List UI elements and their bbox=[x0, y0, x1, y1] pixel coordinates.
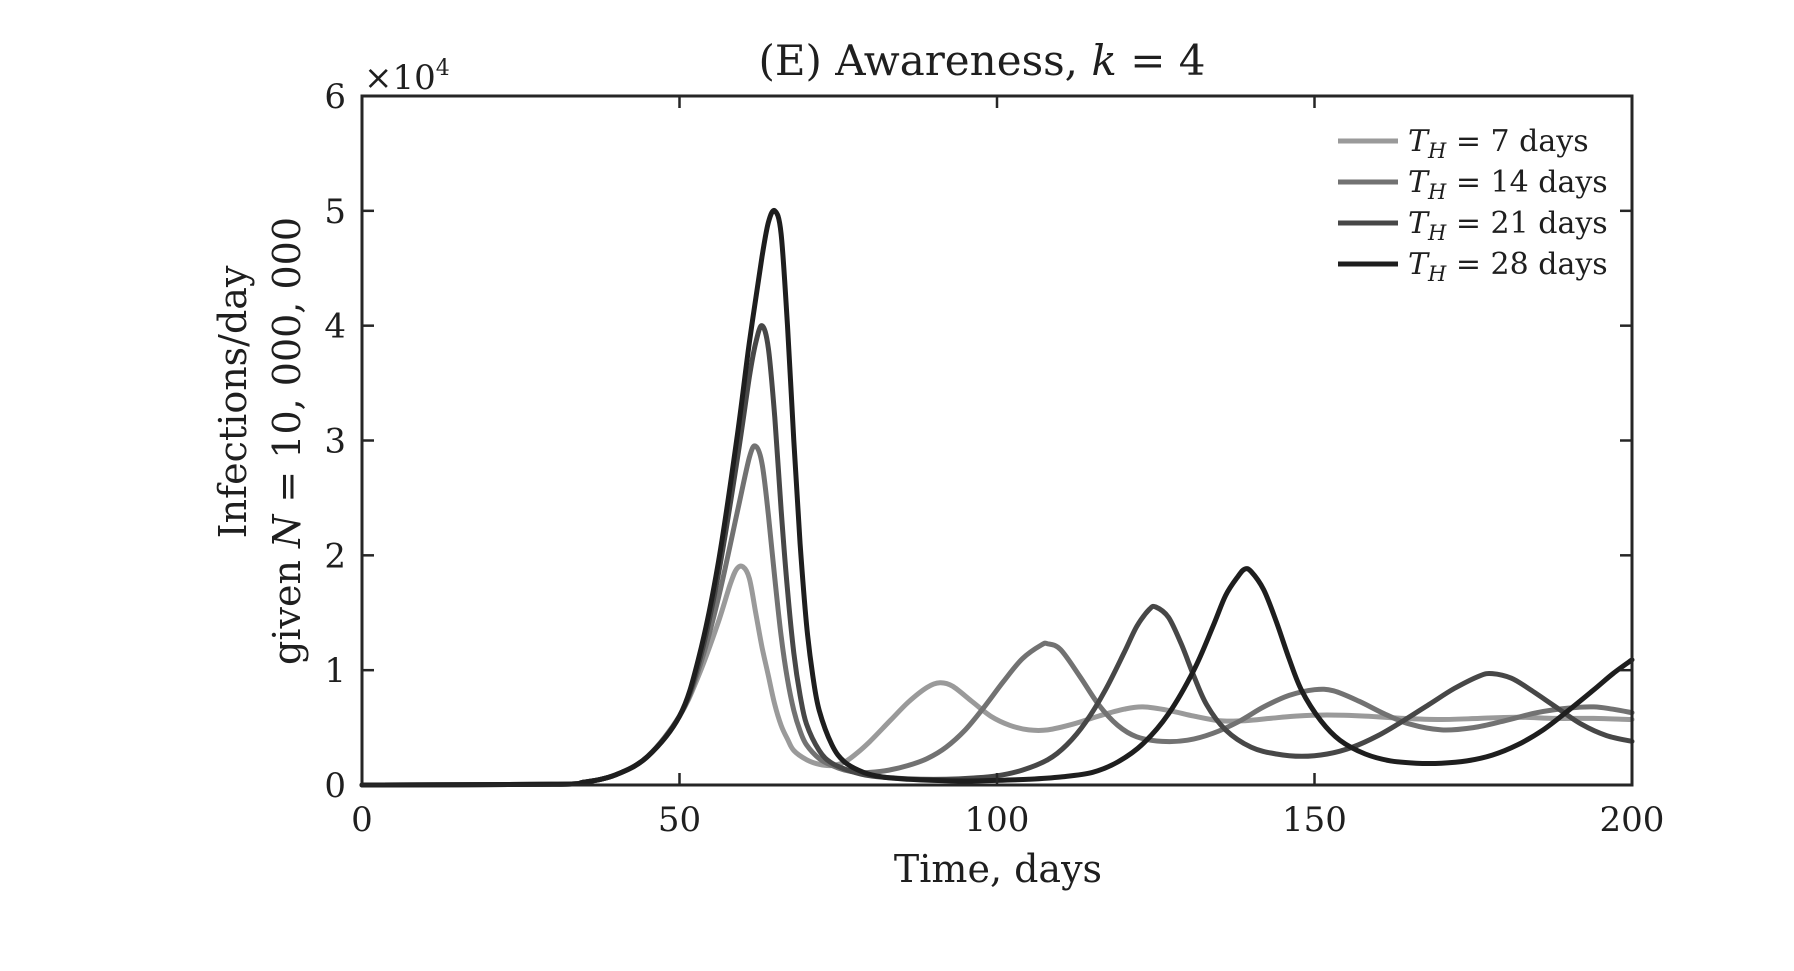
y-tick-label: 2 bbox=[324, 536, 346, 576]
y-tick-label: 5 bbox=[324, 192, 346, 232]
series-line-1 bbox=[359, 563, 1635, 788]
legend-label-4: TH = 28 days bbox=[1408, 247, 1608, 286]
legend-label-1: TH = 7 days bbox=[1408, 124, 1589, 163]
x-tick-label: 0 bbox=[351, 800, 373, 840]
series-line-3 bbox=[359, 323, 1635, 788]
y-exponent-label: ×104 bbox=[364, 56, 450, 98]
y-tick-label: 3 bbox=[324, 422, 346, 462]
y-tick-label: 0 bbox=[324, 766, 346, 806]
plot-frame bbox=[360, 94, 1634, 787]
legend-label-2: TH = 14 days bbox=[1408, 165, 1608, 204]
ticks-layer: 0 50 100 150 200 0 1 2 3 4 5 6 bbox=[324, 77, 1664, 840]
legend-label-3: TH = 21 days bbox=[1408, 206, 1608, 245]
y-tick-label: 6 bbox=[324, 77, 346, 117]
y-axis-label-line2: given N = 10, 000, 000 bbox=[265, 217, 309, 665]
x-tick-label: 200 bbox=[1600, 800, 1665, 840]
y-tick-label: 1 bbox=[324, 651, 346, 691]
series-layer bbox=[359, 207, 1635, 788]
x-tick-label: 50 bbox=[658, 800, 701, 840]
x-tick-label: 100 bbox=[965, 800, 1030, 840]
y-tick-label: 4 bbox=[324, 307, 346, 347]
chart-title: (E) Awareness, k = 4 bbox=[759, 36, 1206, 85]
x-tick-label: 150 bbox=[1282, 800, 1347, 840]
y-axis-label-line1: Infections/day bbox=[211, 265, 255, 538]
series-line-2 bbox=[359, 443, 1635, 788]
series-line-4 bbox=[359, 207, 1635, 788]
x-axis-label: Time, days bbox=[894, 847, 1102, 891]
